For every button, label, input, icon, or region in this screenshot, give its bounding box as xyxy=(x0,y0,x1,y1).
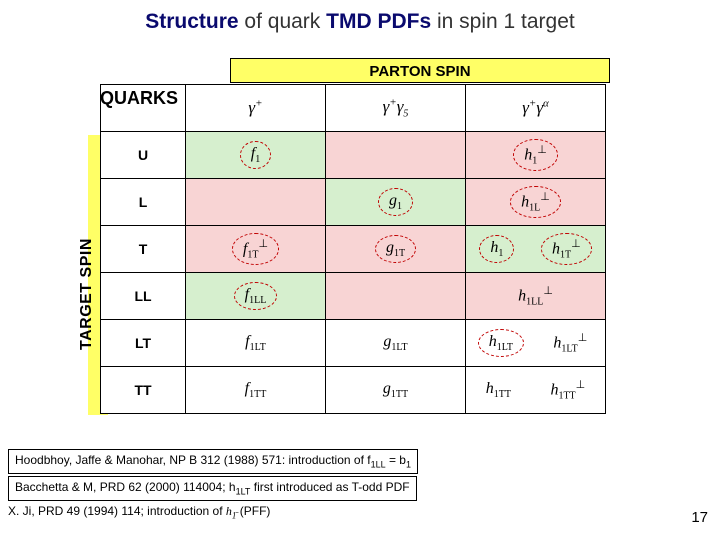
col-header-gamma-plus-gamma5: γ+γ5 xyxy=(326,85,466,132)
cell-L-1 xyxy=(186,179,326,226)
cell-LL-1: f1LL xyxy=(186,273,326,320)
cell-T-2: g1T xyxy=(326,226,466,273)
slide-title: Structure of quark TMD PDFs in spin 1 ta… xyxy=(0,10,720,34)
cell-L-2: g1 xyxy=(326,179,466,226)
table-row: L g1 h1L⊥ xyxy=(101,179,606,226)
ref-3: X. Ji, PRD 49 (1994) 114; introduction o… xyxy=(8,504,270,518)
cell-T-1: f1T⊥ xyxy=(186,226,326,273)
cell-U-3: h1⊥ xyxy=(466,132,606,179)
ref-1: Hoodbhoy, Jaffe & Manohar, NP B 312 (198… xyxy=(8,449,418,474)
cell-L-3: h1L⊥ xyxy=(466,179,606,226)
title-word-rest: in spin 1 target xyxy=(437,10,575,33)
table-row: LT f1LT g1LT h1LT h1LT⊥ xyxy=(101,320,606,367)
cell-TT-1: f1TT xyxy=(186,367,326,414)
table-row: TT f1TT g1TT h1TT h1TT⊥ xyxy=(101,367,606,414)
references: Hoodbhoy, Jaffe & Manohar, NP B 312 (198… xyxy=(8,449,418,522)
cell-LT-2: g1LT xyxy=(326,320,466,367)
cell-U-1: f1 xyxy=(186,132,326,179)
quarks-label: QUARKS xyxy=(100,88,178,109)
col-header-gamma-plus-gamma-alpha: γ+γα xyxy=(466,85,606,132)
title-word-structure: Structure xyxy=(145,10,244,33)
table-row: LL f1LL h1LL⊥ xyxy=(101,273,606,320)
row-label-L: L xyxy=(101,179,186,226)
row-label-U: U xyxy=(101,132,186,179)
page-number: 17 xyxy=(691,509,708,526)
cell-LT-1: f1LT xyxy=(186,320,326,367)
row-label-T: T xyxy=(101,226,186,273)
parton-spin-label: PARTON SPIN xyxy=(230,58,610,83)
title-word-tmdpdfs: TMD PDFs xyxy=(326,10,431,33)
cell-T-3: h1 h1T⊥ xyxy=(466,226,606,273)
cell-LL-2 xyxy=(326,273,466,320)
target-spin-label: TARGET SPIN xyxy=(78,238,96,350)
cell-TT-2: g1TT xyxy=(326,367,466,414)
col-header-gamma-plus: γ+ xyxy=(186,85,326,132)
table-row: T f1T⊥ g1T h1 h1T⊥ xyxy=(101,226,606,273)
row-label-TT: TT xyxy=(101,367,186,414)
row-label-LT: LT xyxy=(101,320,186,367)
title-word-ofquark: of quark xyxy=(244,10,326,33)
tmd-table: γ+ γ+γ5 γ+γα U f1 h1⊥ L g1 h1L⊥ T f1 xyxy=(100,84,606,414)
cell-TT-3: h1TT h1TT⊥ xyxy=(466,367,606,414)
ref-2: Bacchetta & M, PRD 62 (2000) 114004; h1L… xyxy=(8,476,417,501)
cell-LT-3: h1LT h1LT⊥ xyxy=(466,320,606,367)
table-row: U f1 h1⊥ xyxy=(101,132,606,179)
cell-LL-3: h1LL⊥ xyxy=(466,273,606,320)
cell-U-2 xyxy=(326,132,466,179)
row-label-LL: LL xyxy=(101,273,186,320)
